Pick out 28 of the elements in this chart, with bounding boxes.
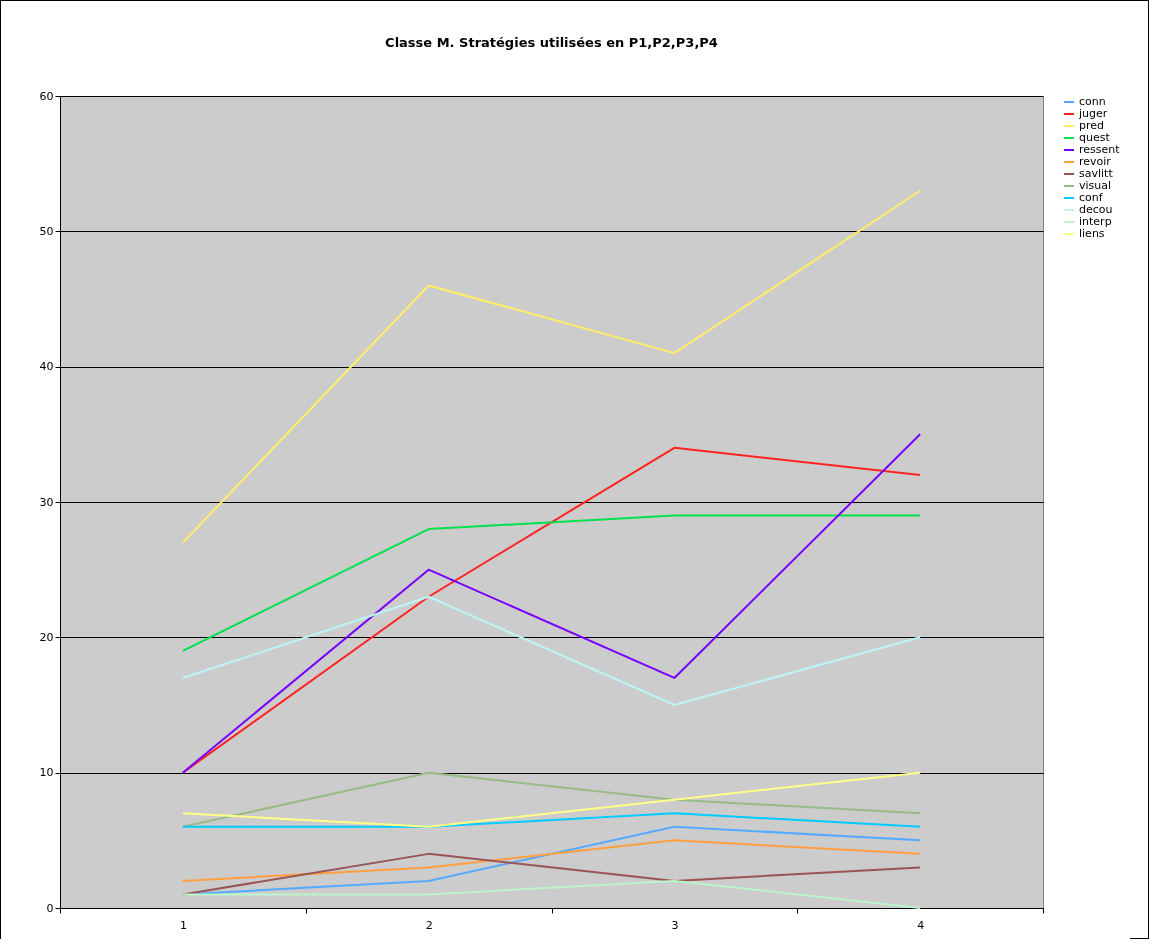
legend-label: quest <box>1079 131 1111 144</box>
y-tick-label: 30 <box>39 495 54 509</box>
y-tick-label: 10 <box>39 766 54 780</box>
legend-label: decou <box>1079 203 1113 216</box>
y-tick-label: 20 <box>39 630 54 644</box>
legend-label: pred <box>1079 119 1105 132</box>
legend-label: conn <box>1079 95 1106 108</box>
x-tick-label: 2 <box>425 918 433 932</box>
legend-label: visual <box>1079 179 1112 192</box>
line-series <box>181 771 922 828</box>
y-tick-label: 50 <box>39 224 54 238</box>
legend-label: conf <box>1079 191 1104 204</box>
legend-label: savlitt <box>1079 167 1114 180</box>
y-tick-label: 60 <box>39 89 54 103</box>
chart-title: Classe M. Stratégies utilisées en P1,P2,P3,P4 <box>385 35 718 50</box>
line-series <box>181 189 922 544</box>
y-tick-label: 40 <box>39 360 54 374</box>
y-tick-label: 0 <box>46 901 54 915</box>
line-series <box>181 839 922 882</box>
legend-label: liens <box>1079 227 1105 240</box>
x-tick-label: 3 <box>671 918 679 932</box>
legend-label: interp <box>1079 215 1112 228</box>
line-series <box>181 595 922 706</box>
x-tick-label: 1 <box>179 918 187 932</box>
legend-label: revoir <box>1079 155 1112 168</box>
legend-label: juger <box>1078 107 1108 120</box>
x-tick-label: 4 <box>917 918 925 932</box>
legend-label: ressent <box>1079 143 1121 156</box>
